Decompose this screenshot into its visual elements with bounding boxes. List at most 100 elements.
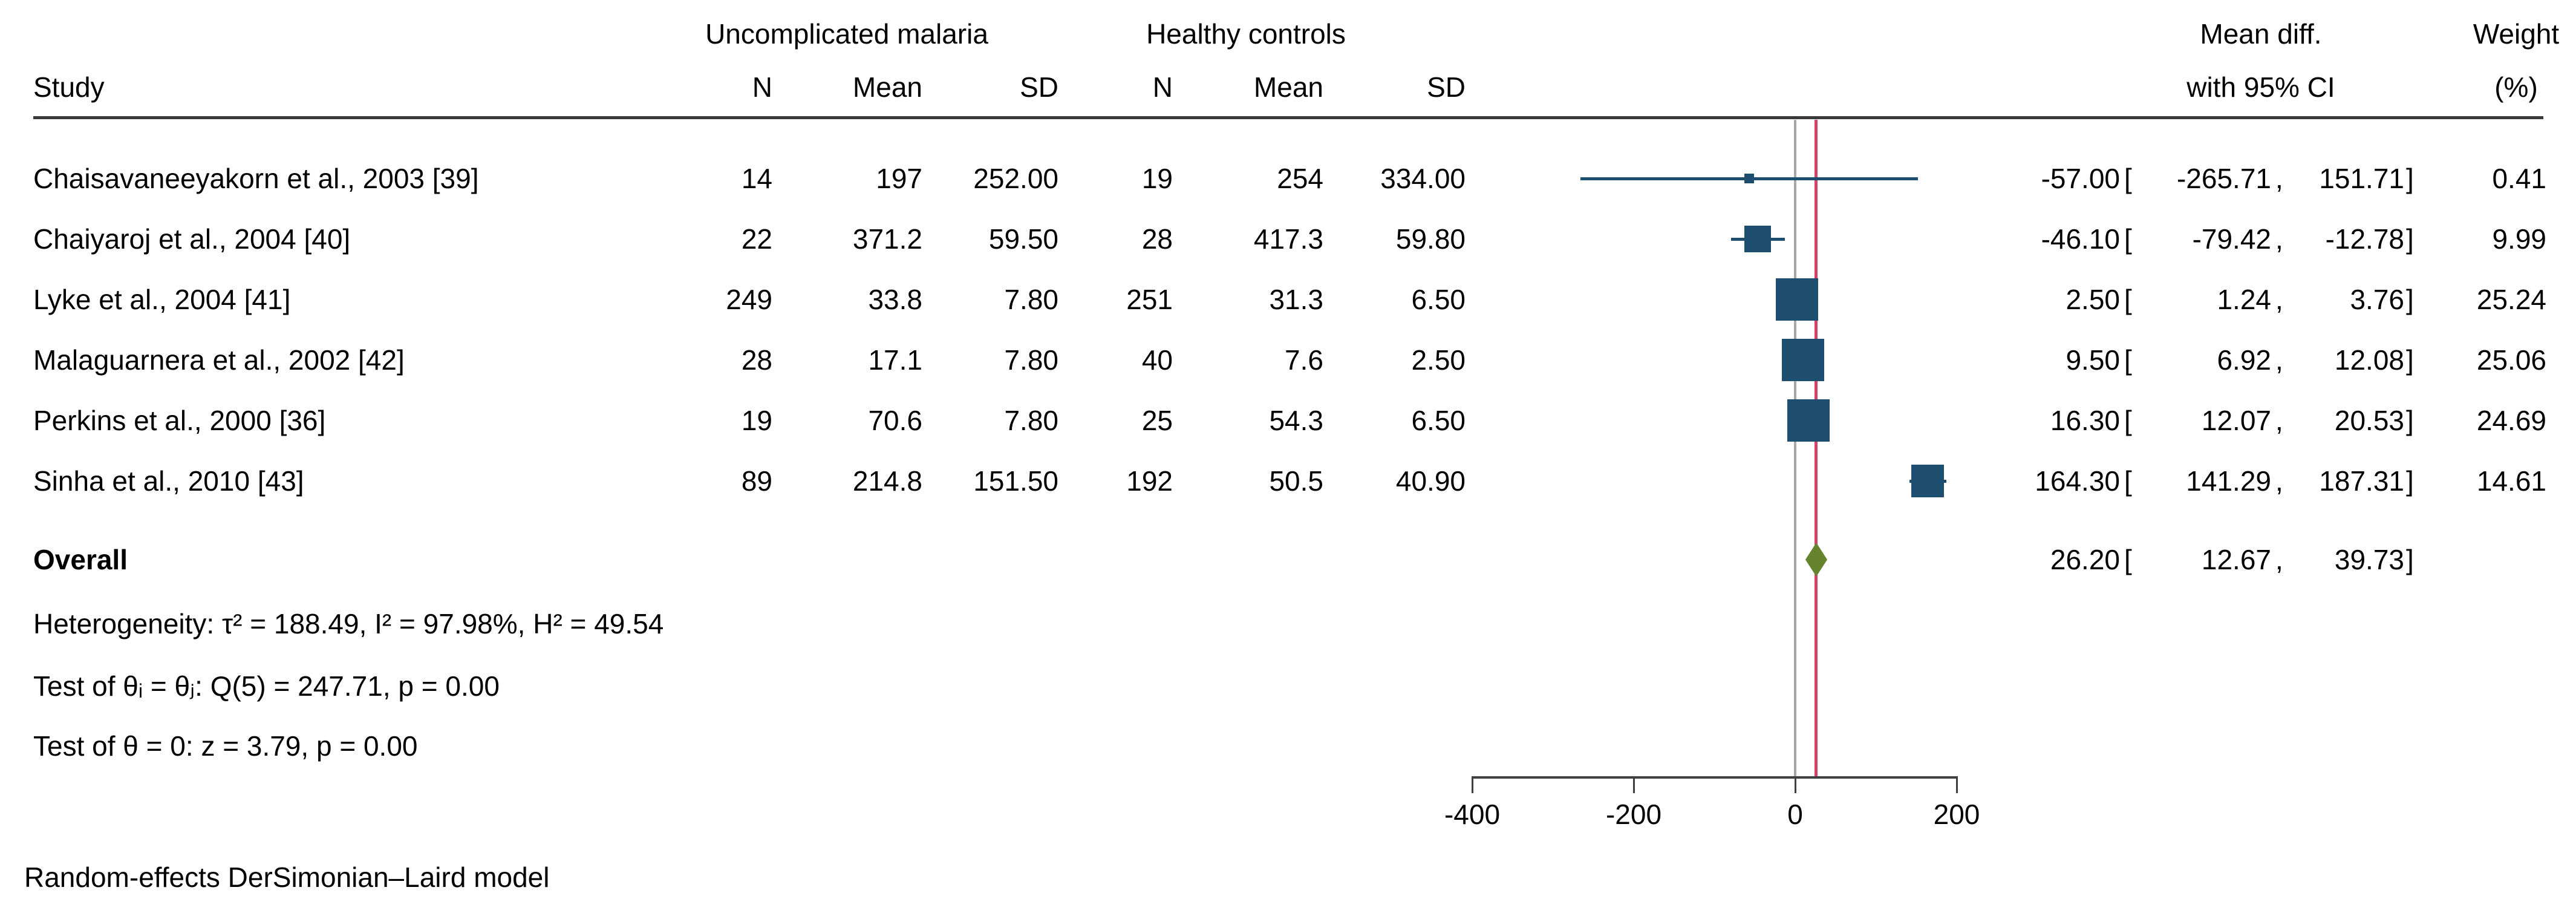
ci-high-value: 151.71 — [2319, 163, 2404, 194]
axis-tick — [1955, 776, 1958, 793]
mean1-value: 197 — [876, 163, 922, 194]
mean1-value: 33.8 — [868, 284, 922, 315]
ci-comma: , — [2275, 223, 2283, 255]
mean2-value: 417.3 — [1253, 223, 1323, 255]
effect-header-line1: Mean diff. — [2200, 18, 2322, 50]
axis-tick-label: -400 — [1444, 799, 1501, 830]
n1-value: 249 — [726, 284, 772, 315]
weight-value: 25.06 — [2476, 344, 2546, 376]
mean2-value: 54.3 — [1269, 405, 1323, 436]
mean1-value: 371.2 — [852, 223, 922, 255]
column-header-n2: N — [1152, 71, 1173, 103]
column-header-sd1: SD — [1020, 71, 1058, 103]
table-row: Lyke et al., 2004 [41] 249 33.8 7.80 251 31.3… — [0, 269, 2576, 330]
x-axis: -400 -200 0 200 — [1444, 776, 1993, 855]
effect-value: 164.30 — [2035, 465, 2120, 497]
study-label: Chaiyaroj et al., 2004 [40] — [33, 223, 351, 255]
ci-low-value: 6.92 — [2217, 344, 2271, 376]
ci-low-value: 1.24 — [2217, 284, 2271, 315]
ci-high-value: -12.78 — [2325, 223, 2404, 255]
weight-value: 24.69 — [2476, 405, 2546, 436]
header-group-row: Uncomplicated malaria Healthy controls M… — [0, 9, 2576, 59]
zero-line — [1794, 120, 1796, 776]
mean2-value: 31.3 — [1269, 284, 1323, 315]
ci-close-bracket: ] — [2406, 284, 2414, 315]
n1-value: 22 — [741, 223, 772, 255]
axis-tick-label: 200 — [1933, 799, 1980, 830]
ci-close-bracket: ] — [2406, 405, 2414, 436]
ci-close-bracket: ] — [2406, 223, 2414, 255]
n2-value: 28 — [1141, 223, 1173, 255]
sd1-value: 7.80 — [1004, 284, 1058, 315]
effect-square — [1911, 465, 1945, 497]
ci-open-bracket: [ — [2124, 284, 2132, 315]
sd1-value: 7.80 — [1004, 344, 1058, 376]
table-row: Chaiyaroj et al., 2004 [40] 22 371.2 59.50 2… — [0, 209, 2576, 269]
column-header-mean1: Mean — [852, 71, 922, 103]
sd2-value: 334.00 — [1380, 163, 1466, 194]
ci-high-value: 187.31 — [2319, 465, 2404, 497]
ci-high-value: 3.76 — [2350, 284, 2404, 315]
ci-open-bracket: [ — [2124, 344, 2132, 376]
ci-open-bracket: [ — [2124, 405, 2132, 436]
study-label: Malaguarnera et al., 2002 [42] — [33, 344, 405, 376]
weight-value: 25.24 — [2476, 284, 2546, 315]
sd2-value: 2.50 — [1411, 344, 1466, 376]
sd1-value: 59.50 — [988, 223, 1058, 255]
header-column-row: Study N Mean SD N Mean SD with 95% CI (%… — [0, 62, 2576, 112]
sd2-value: 40.90 — [1395, 465, 1466, 497]
table-row: Perkins et al., 2000 [36] 19 70.6 7.80 25 54.… — [0, 390, 2576, 451]
ci-high-value: 12.08 — [2334, 344, 2404, 376]
test-theta-ij-stats: Test of θᵢ = θⱼ: Q(5) = 247.71, p = 0.00 — [33, 670, 500, 702]
column-header-study: Study — [33, 71, 105, 103]
column-header-sd2: SD — [1427, 71, 1466, 103]
model-note: Random-effects DerSimonian–Laird model — [24, 862, 550, 893]
overall-row: Overall 26.20 [ 12.67 , 39.73 ] — [0, 526, 2576, 593]
study-label: Sinha et al., 2010 [43] — [33, 465, 304, 497]
header-rule — [33, 116, 2543, 119]
overall-ci-open-bracket: [ — [2124, 544, 2132, 575]
ci-low-value: 12.07 — [2201, 405, 2271, 436]
n1-value: 89 — [741, 465, 772, 497]
mean2-value: 7.6 — [1285, 344, 1323, 376]
overall-ci-high: 39.73 — [2334, 544, 2404, 575]
n2-value: 40 — [1141, 344, 1173, 376]
sd2-value: 6.50 — [1411, 284, 1466, 315]
ci-low-value: -265.71 — [2176, 163, 2271, 194]
table-row: Sinha et al., 2010 [43] 89 214.8 151.50 192 5… — [0, 451, 2576, 511]
effect-square — [1744, 174, 1754, 183]
overall-diamond — [1805, 543, 1828, 577]
n1-value: 14 — [741, 163, 772, 194]
n1-value: 28 — [741, 344, 772, 376]
study-label: Lyke et al., 2004 [41] — [33, 284, 291, 315]
n1-value: 19 — [741, 405, 772, 436]
column-header-n1: N — [752, 71, 772, 103]
overall-effect-value: 26.20 — [2050, 544, 2120, 575]
mean1-value: 214.8 — [852, 465, 922, 497]
weight-header-line1: Weight — [2473, 18, 2560, 50]
study-label: Chaisavaneeyakorn et al., 2003 [39] — [33, 163, 479, 194]
axis-tick — [1794, 776, 1796, 793]
mean2-value: 254 — [1277, 163, 1323, 194]
ci-comma: , — [2275, 465, 2283, 497]
overall-ci-close-bracket: ] — [2406, 544, 2414, 575]
ci-comma: , — [2275, 344, 2283, 376]
mean1-value: 17.1 — [868, 344, 922, 376]
sd1-value: 151.50 — [973, 465, 1058, 497]
sd1-value: 7.80 — [1004, 405, 1058, 436]
heterogeneity-stats: Heterogeneity: τ² = 188.49, I² = 97.98%,… — [33, 608, 664, 639]
ci-low-value: -79.42 — [2192, 223, 2271, 255]
group-header-uncomplicated-malaria: Uncomplicated malaria — [705, 18, 988, 50]
sd2-value: 6.50 — [1411, 405, 1466, 436]
effect-value: 2.50 — [2066, 284, 2120, 315]
ci-open-bracket: [ — [2124, 163, 2132, 194]
ci-close-bracket: ] — [2406, 465, 2414, 497]
weight-header-line2: (%) — [2494, 71, 2538, 103]
sd2-value: 59.80 — [1395, 223, 1466, 255]
effect-value: 16.30 — [2050, 405, 2120, 436]
ci-close-bracket: ] — [2406, 163, 2414, 194]
effect-square — [1787, 399, 1830, 442]
group-header-healthy-controls: Healthy controls — [1146, 18, 1346, 50]
sd1-value: 252.00 — [973, 163, 1058, 194]
